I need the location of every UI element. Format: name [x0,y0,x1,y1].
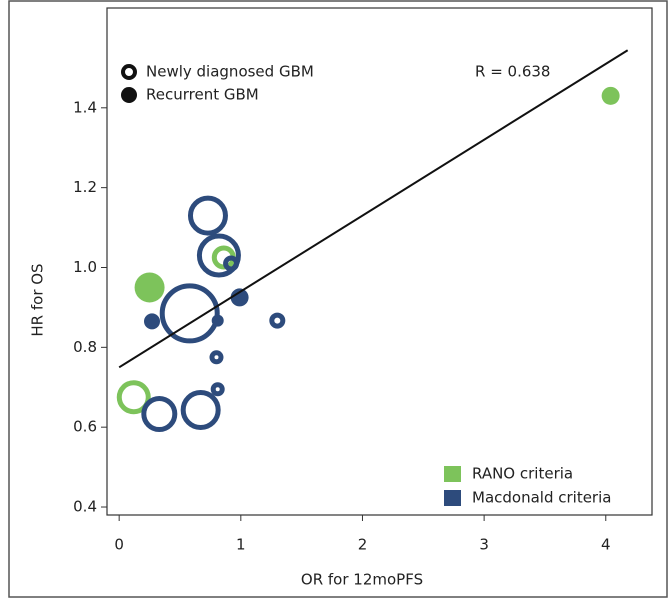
y-tick-label: 0.8 [73,338,97,356]
x-tick-label: 1 [236,536,246,554]
legend-swatch [444,490,461,506]
bubble [180,390,221,431]
x-tick-label: 0 [114,536,124,554]
bubble [134,272,165,303]
legend-marker [121,64,137,80]
x-axis-title: OR for 12moPFS [301,571,423,589]
bubble [269,312,286,329]
regression-line [118,49,629,369]
annotation: R = 0.638 [475,63,550,81]
legend-label: Recurrent GBM [146,86,259,104]
legend-marker [121,87,137,103]
bubble [211,314,224,327]
y-tick-label: 1.2 [73,178,97,196]
y-tick-label: 0.6 [73,418,97,436]
legend-label: Newly diagnosed GBM [146,63,314,81]
legend-swatch [444,466,461,482]
y-tick-label: 1.0 [73,258,97,276]
x-tick-label: 2 [358,536,368,554]
legend-label: RANO criteria [472,465,573,483]
bubble [223,255,240,272]
bubble [210,382,225,397]
bubble [159,283,220,344]
x-tick-label: 4 [601,536,611,554]
x-tick-label: 3 [479,536,489,554]
outer-frame [8,0,668,598]
y-axis-title: HR for OS [29,263,47,336]
bubble [116,380,151,415]
y-tick-label: 0.4 [73,498,97,516]
legend-label: Macdonald criteria [472,489,611,507]
bubble [601,86,620,105]
bubble [187,195,228,236]
bubble [196,233,241,278]
bubble [230,288,249,307]
y-tick-label: 1.4 [73,98,97,116]
bubble [209,350,224,365]
bubble [141,395,178,432]
plot-frame [106,7,653,516]
bubble [144,313,161,330]
